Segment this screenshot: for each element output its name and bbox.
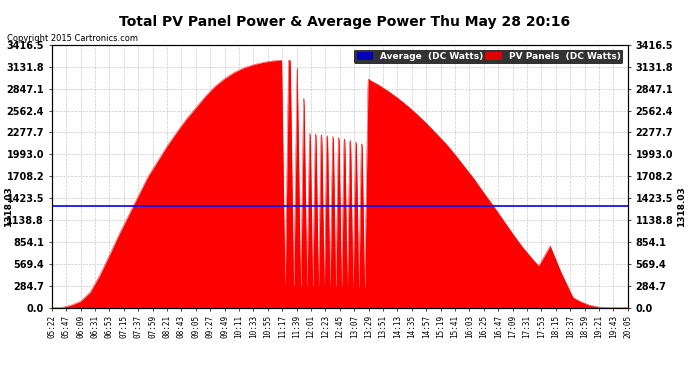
- Text: 1318.03: 1318.03: [677, 186, 687, 226]
- Text: Total PV Panel Power & Average Power Thu May 28 20:16: Total PV Panel Power & Average Power Thu…: [119, 15, 571, 29]
- Legend: Average  (DC Watts), PV Panels  (DC Watts): Average (DC Watts), PV Panels (DC Watts): [354, 50, 623, 64]
- Text: 1318.03: 1318.03: [3, 186, 13, 226]
- Text: Copyright 2015 Cartronics.com: Copyright 2015 Cartronics.com: [7, 34, 138, 43]
